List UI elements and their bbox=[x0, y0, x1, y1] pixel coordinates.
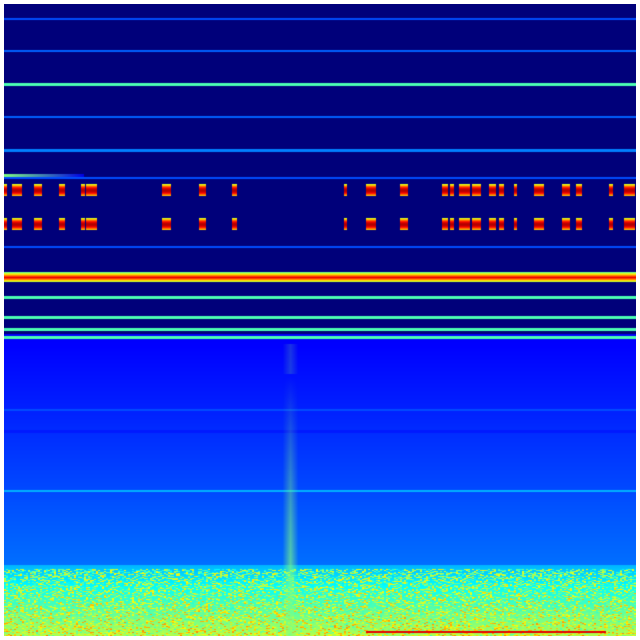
spectrogram-heatmap bbox=[4, 4, 636, 636]
